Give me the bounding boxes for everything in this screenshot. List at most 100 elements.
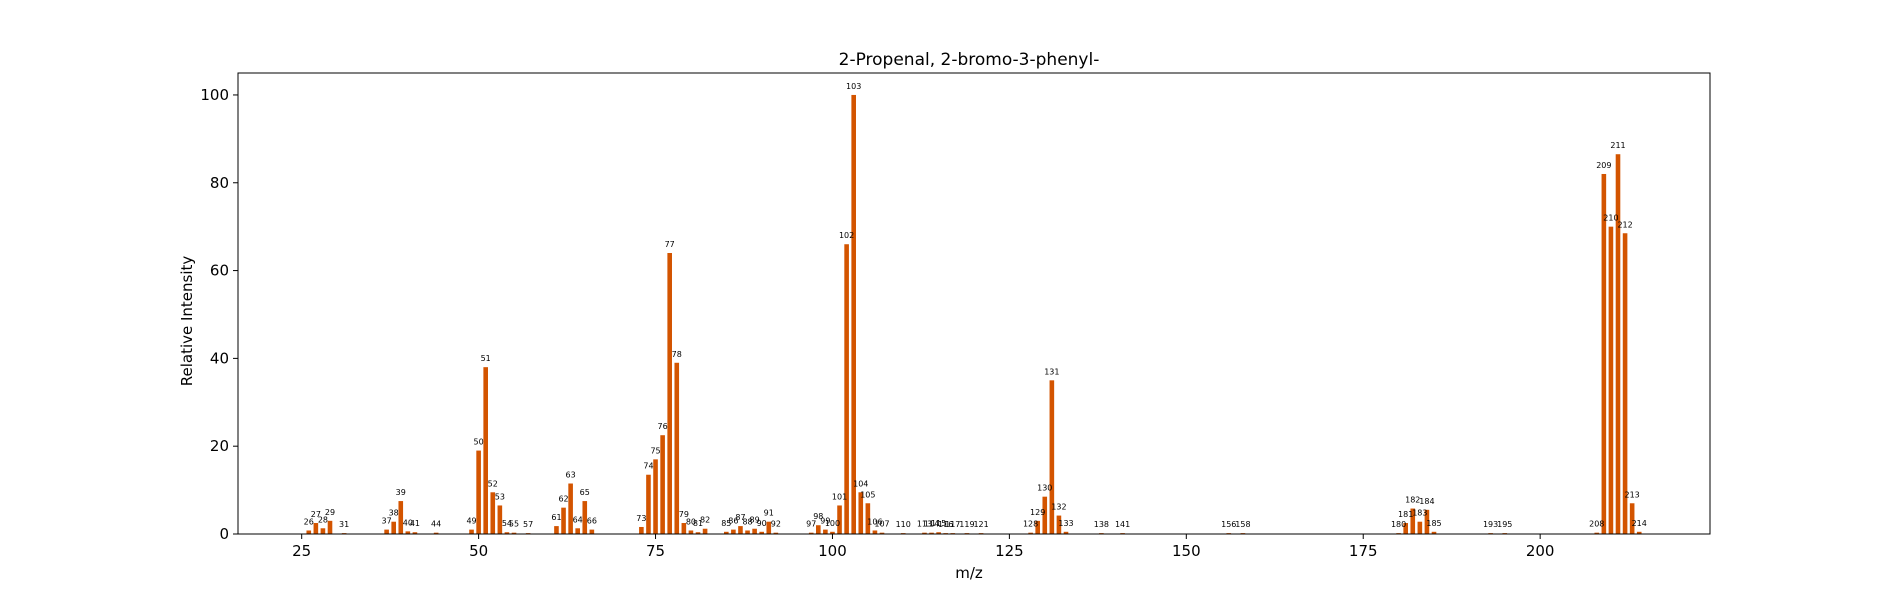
data-label-mz-91: 91: [764, 509, 774, 518]
bar-mz-82: [702, 528, 708, 534]
data-label-mz-158: 158: [1235, 520, 1250, 529]
bar-mz-106: [872, 530, 878, 534]
data-label-mz-138: 138: [1094, 520, 1109, 529]
data-label-mz-110: 110: [896, 520, 911, 529]
data-label-mz-156: 156: [1221, 520, 1236, 529]
data-label-mz-185: 185: [1426, 519, 1441, 528]
data-label-mz-131: 131: [1044, 367, 1059, 376]
data-label-mz-181: 181: [1398, 510, 1413, 519]
data-label-mz-97: 97: [806, 520, 816, 529]
bar-mz-61: [554, 526, 559, 534]
bar-mz-27: [313, 523, 319, 534]
bar-mz-79: [681, 523, 687, 534]
bar-mz-115: [936, 532, 941, 534]
data-label-mz-102: 102: [839, 231, 854, 240]
bar-mz-102: [844, 244, 849, 535]
data-label-mz-85: 85: [721, 519, 731, 528]
data-label-mz-65: 65: [580, 488, 590, 497]
bar-mz-28: [320, 528, 326, 534]
data-label-mz-129: 129: [1030, 508, 1045, 517]
bar-mz-26: [306, 530, 312, 534]
bar-mz-183: [1417, 521, 1423, 534]
data-label-mz-87: 87: [735, 513, 745, 522]
data-label-mz-27: 27: [311, 510, 321, 519]
data-label-mz-208: 208: [1589, 520, 1604, 529]
data-label-mz-212: 212: [1617, 220, 1632, 229]
y-tick-label: 20: [210, 437, 229, 455]
bar-mz-40: [405, 531, 411, 534]
bar-mz-131: [1049, 380, 1055, 534]
data-label-mz-90: 90: [757, 519, 767, 528]
bar-mz-87: [738, 526, 743, 534]
data-label-mz-52: 52: [488, 479, 498, 488]
data-label-mz-132: 132: [1051, 503, 1066, 512]
bar-mz-62: [561, 507, 566, 534]
data-label-mz-40: 40: [403, 518, 413, 527]
bar-mz-77: [667, 253, 672, 534]
data-label-mz-80: 80: [686, 517, 696, 526]
data-label-mz-29: 29: [325, 508, 335, 517]
data-label-mz-103: 103: [846, 82, 861, 91]
ticks-layer: 25 50 75 100 125 150 175 200 0 20 40 60 80 100: [200, 86, 1554, 560]
y-tick-label: 100: [200, 86, 229, 104]
data-label-mz-98: 98: [813, 512, 823, 521]
bar-mz-213: [1629, 503, 1635, 534]
data-label-mz-75: 75: [650, 446, 660, 455]
bar-mz-76: [660, 435, 665, 534]
data-label-mz-104: 104: [853, 479, 868, 488]
data-label-mz-119: 119: [959, 520, 974, 529]
data-label-mz-76: 76: [658, 422, 668, 431]
bar-mz-73: [639, 526, 644, 534]
data-label-mz-39: 39: [396, 488, 406, 497]
bar-mz-209: [1601, 173, 1607, 535]
x-tick-label: 25: [292, 542, 311, 560]
bar-mz-52: [490, 492, 496, 534]
data-label-mz-107: 107: [874, 520, 889, 529]
bar-mz-98: [816, 525, 821, 534]
data-label-mz-73: 73: [636, 514, 646, 523]
bar-mz-66: [589, 529, 595, 534]
data-label-mz-115: 115: [931, 519, 946, 528]
chart-title: 2-Propenal, 2-bromo-3-phenyl-: [839, 50, 1100, 70]
y-tick-label: 80: [210, 174, 229, 192]
bar-mz-90: [759, 531, 764, 534]
bar-mz-51: [483, 367, 488, 534]
bar-mz-185: [1431, 531, 1437, 534]
data-label-mz-210: 210: [1603, 214, 1618, 223]
bar-mz-65: [582, 501, 588, 534]
data-label-mz-195: 195: [1497, 520, 1512, 529]
bar-mz-74: [646, 474, 651, 534]
data-label-mz-26: 26: [304, 517, 314, 526]
data-label-mz-209: 209: [1596, 161, 1611, 170]
bar-mz-99: [823, 529, 828, 534]
data-label-mz-117: 117: [945, 520, 960, 529]
bar-mz-104: [858, 492, 864, 534]
bar-mz-63: [568, 483, 573, 534]
bar-mz-211: [1615, 154, 1621, 534]
data-label-mz-121: 121: [973, 520, 988, 529]
bar-mz-88: [745, 530, 750, 534]
data-label-mz-128: 128: [1023, 520, 1038, 529]
data-label-mz-193: 193: [1483, 520, 1498, 529]
bar-mz-128: [1028, 532, 1033, 534]
x-tick-label: 75: [646, 542, 665, 560]
data-label-mz-53: 53: [495, 492, 505, 501]
bar-mz-75: [653, 459, 658, 534]
data-label-mz-99: 99: [820, 517, 830, 526]
x-tick-label: 150: [1172, 542, 1201, 560]
data-label-mz-77: 77: [665, 240, 675, 249]
bar-mz-80: [688, 530, 694, 534]
data-label-mz-211: 211: [1610, 141, 1625, 150]
bar-mz-132: [1056, 515, 1062, 534]
data-label-mz-54: 54: [502, 519, 512, 528]
data-label-mz-89: 89: [750, 516, 760, 525]
data-label-mz-116: 116: [938, 520, 953, 529]
data-label-mz-57: 57: [523, 520, 533, 529]
data-label-mz-182: 182: [1405, 496, 1420, 505]
bar-mz-181: [1403, 523, 1408, 534]
data-label-mz-49: 49: [466, 517, 476, 526]
x-axis-label: m/z: [955, 564, 983, 582]
plot-area-frame: [237, 72, 1711, 535]
y-tick-label: 0: [219, 525, 229, 543]
